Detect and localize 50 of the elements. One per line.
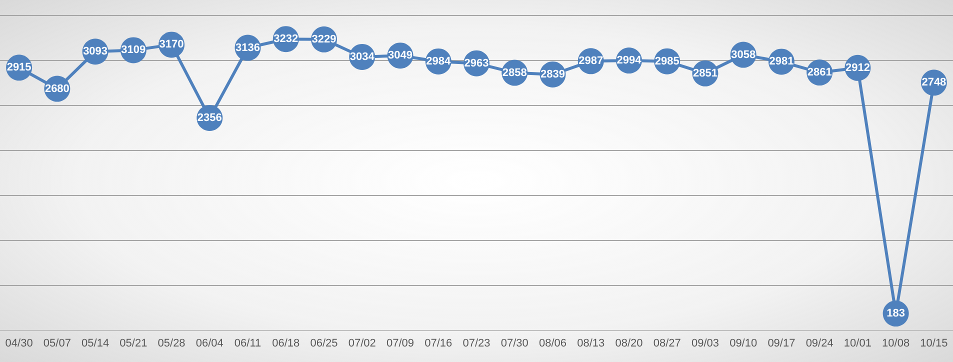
- x-tick-label: 08/13: [577, 338, 605, 350]
- data-label: 2915: [6, 62, 32, 74]
- data-label: 2858: [502, 66, 527, 79]
- x-tick-label: 07/16: [424, 338, 452, 350]
- data-label: 2839: [540, 68, 565, 80]
- data-label: 2680: [44, 82, 70, 95]
- x-tick-label: 07/23: [462, 338, 490, 350]
- data-label: 2861: [807, 66, 832, 79]
- x-tick-label: 07/09: [386, 338, 414, 350]
- x-tick-label: 06/04: [196, 338, 224, 350]
- data-label: 3093: [83, 46, 108, 58]
- x-tick-label: 07/02: [348, 338, 376, 350]
- x-tick-label: 10/15: [920, 338, 948, 350]
- data-label: 2985: [654, 55, 680, 68]
- x-tick-label: 09/10: [730, 338, 758, 350]
- x-tick-label: 07/30: [500, 338, 528, 350]
- x-tick-label: 04/30: [5, 338, 33, 350]
- x-tick-label: 05/07: [43, 338, 71, 350]
- x-tick-label: 10/08: [882, 338, 910, 350]
- data-label: 2994: [616, 54, 642, 67]
- x-tick-label: 08/06: [538, 338, 567, 350]
- data-label: 3058: [731, 48, 756, 61]
- x-tick-label: 06/25: [310, 338, 338, 350]
- data-label: 3136: [236, 42, 260, 54]
- data-label: 3232: [274, 33, 298, 46]
- data-label: 2748: [922, 76, 946, 89]
- data-label: 2987: [578, 55, 604, 68]
- data-label: 2984: [426, 55, 452, 68]
- data-label: 3034: [350, 50, 376, 63]
- data-label: 2356: [197, 112, 222, 124]
- data-label: 183: [886, 308, 905, 320]
- x-tick-label: 09/24: [806, 338, 834, 350]
- data-label: 3229: [312, 33, 336, 46]
- x-tick-label: 10/01: [844, 338, 872, 350]
- data-label: 3109: [121, 44, 146, 56]
- x-tick-label: 05/14: [82, 338, 110, 350]
- data-label: 2981: [769, 56, 794, 68]
- x-tick-label: 05/28: [158, 338, 186, 350]
- x-tick-label: 09/17: [768, 338, 796, 350]
- data-label: 3170: [159, 38, 184, 51]
- data-label: 2963: [464, 57, 489, 70]
- data-label: 3049: [388, 50, 412, 62]
- data-label: 2912: [845, 62, 870, 74]
- data-label: 2851: [692, 67, 718, 80]
- x-tick-label: 08/27: [653, 338, 681, 350]
- x-tick-label: 09/03: [691, 338, 719, 350]
- x-tick-label: 06/18: [272, 338, 300, 350]
- x-tick-label: 08/20: [615, 338, 643, 350]
- x-tick-label: 05/21: [120, 338, 148, 350]
- x-tick-label: 06/11: [234, 338, 262, 350]
